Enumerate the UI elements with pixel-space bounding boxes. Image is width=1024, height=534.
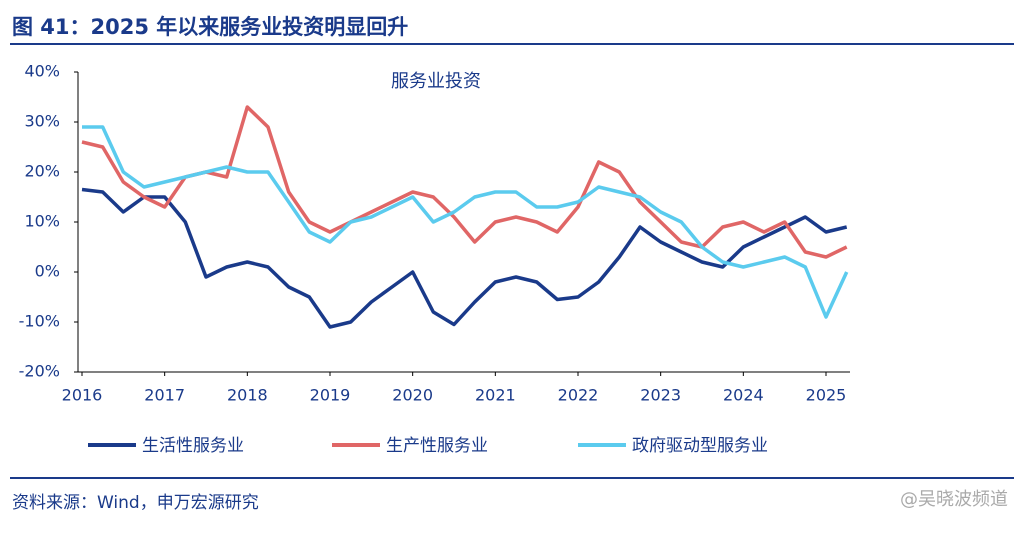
x-tick-label: 2016 (62, 386, 103, 405)
series-line (82, 125, 849, 319)
legend-label: 政府驱动型服务业 (632, 436, 768, 456)
source: 资料来源：Wind，申万宏源研究 (12, 493, 259, 513)
x-tick-label: 2024 (723, 386, 764, 405)
x-tick-label: 2022 (558, 386, 599, 405)
watermark: @吴晓波频道 (900, 489, 1008, 510)
x-tick-label: 2025 (806, 386, 847, 405)
y-tick-label: -10% (19, 312, 60, 331)
y-tick-label: 40% (24, 62, 60, 81)
x-tick-label: 2019 (310, 386, 351, 405)
legend-label: 生产性服务业 (386, 436, 488, 456)
y-tick-label: 20% (24, 162, 60, 181)
x-tick-label: 2020 (392, 386, 433, 405)
y-tick-label: 10% (24, 212, 60, 231)
figure-title: 图 41：2025 年以来服务业投资明显回升 (12, 15, 408, 39)
y-tick-label: 30% (24, 112, 60, 131)
x-tick-label: 2018 (227, 386, 268, 405)
x-tick-label: 2023 (640, 386, 681, 405)
legend-label: 生活性服务业 (142, 436, 244, 456)
series-line (81, 105, 848, 259)
y-tick-label: 0% (35, 262, 60, 281)
chart-title: 服务业投资 (391, 71, 481, 92)
x-tick-label: 2017 (144, 386, 185, 405)
x-tick-label: 2021 (475, 386, 516, 405)
series-line (81, 187, 848, 329)
y-tick-label: -20% (19, 362, 60, 381)
